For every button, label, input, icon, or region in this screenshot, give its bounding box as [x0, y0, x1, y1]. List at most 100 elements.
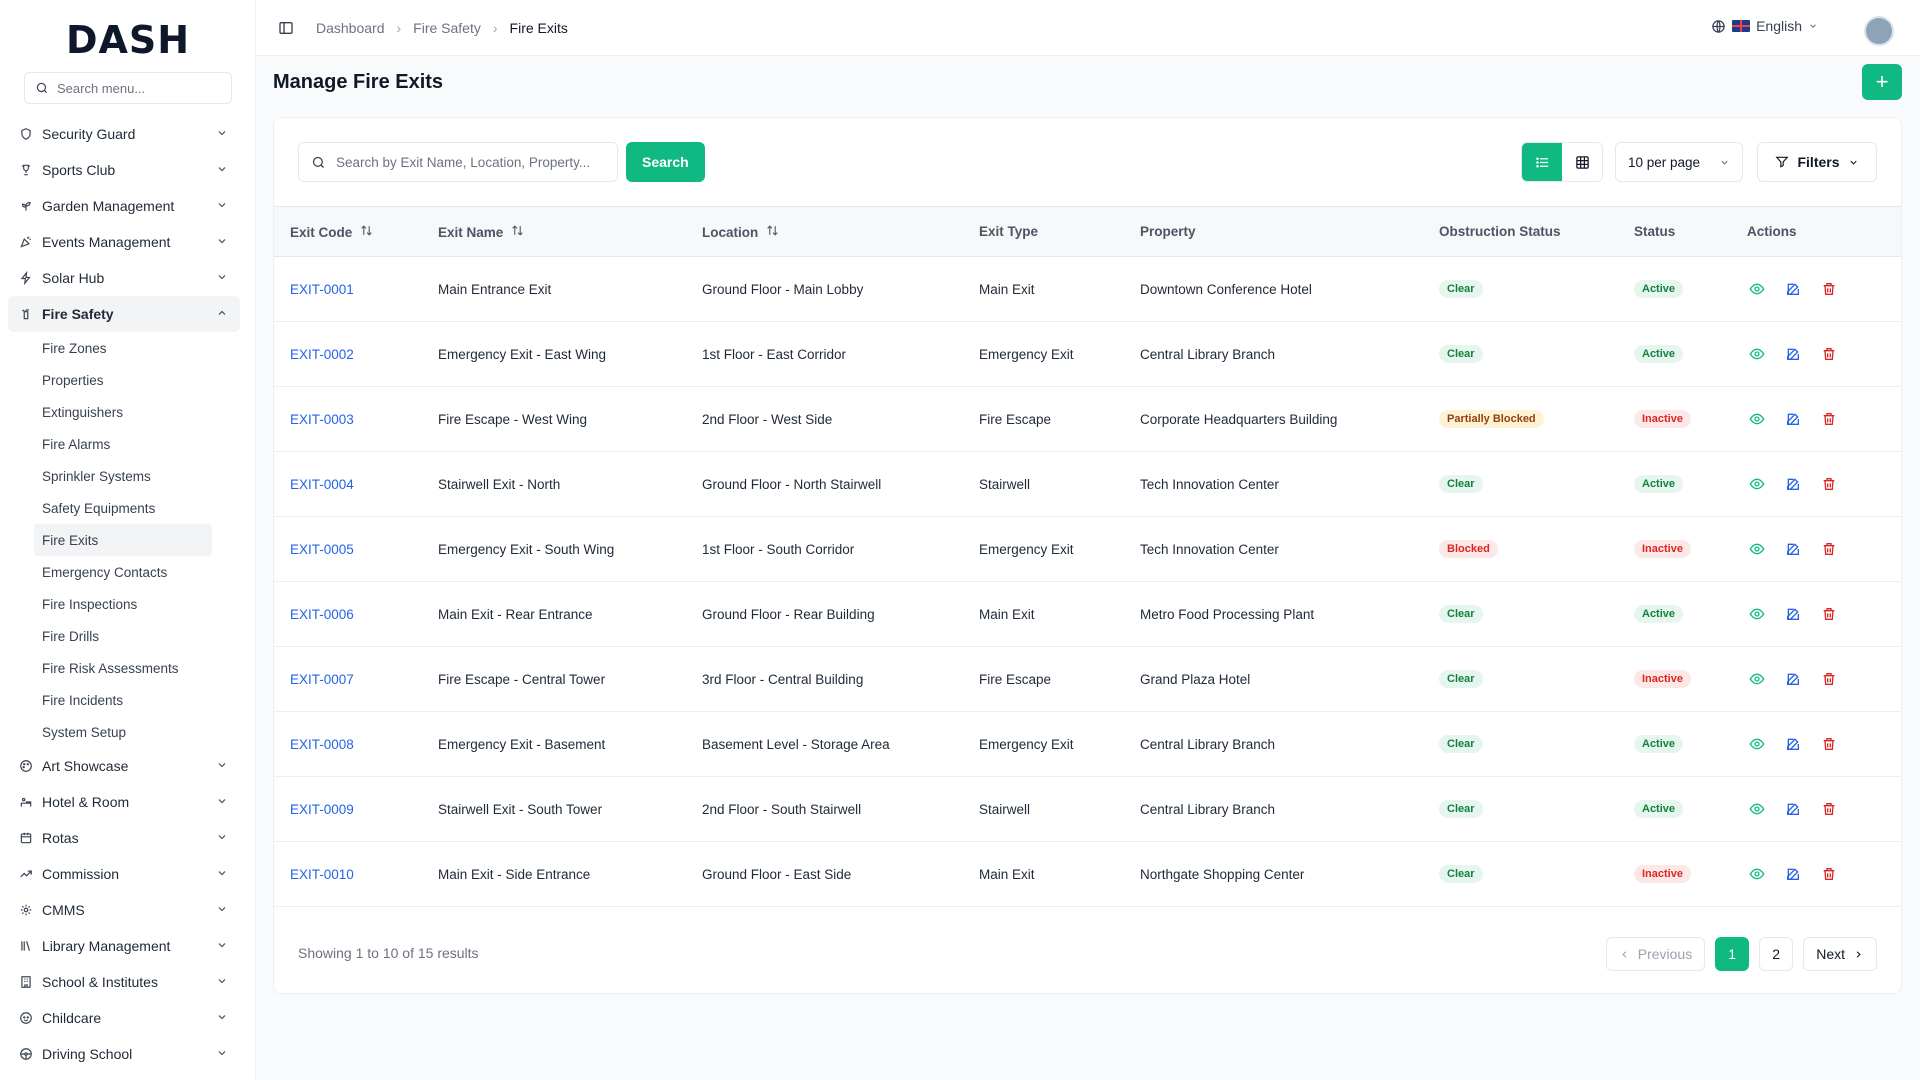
column-header-exit-code[interactable]: Exit Code: [274, 207, 422, 257]
sidebar-item-cmms[interactable]: CMMS: [8, 892, 240, 928]
submenu-item-fire-incidents[interactable]: Fire Incidents: [42, 692, 124, 708]
view-icon[interactable]: [1747, 344, 1767, 364]
property-cell: Tech Innovation Center: [1140, 541, 1279, 557]
view-icon[interactable]: [1747, 539, 1767, 559]
view-icon[interactable]: [1747, 409, 1767, 429]
sidebar-item-art-showcase[interactable]: Art Showcase: [8, 748, 240, 784]
exit-code-link[interactable]: EXIT-0004: [290, 476, 354, 492]
breadcrumb-fire-safety[interactable]: Fire Safety: [413, 19, 481, 36]
edit-icon[interactable]: [1783, 669, 1803, 689]
page-2-button[interactable]: 2: [1759, 937, 1794, 971]
sidebar-item-school-institutes[interactable]: School & Institutes: [8, 964, 240, 1000]
delete-icon[interactable]: [1819, 344, 1839, 364]
edit-icon[interactable]: [1783, 539, 1803, 559]
user-avatar[interactable]: [1864, 16, 1894, 46]
exit-code-link[interactable]: EXIT-0005: [290, 541, 354, 557]
submenu-item-system-setup[interactable]: System Setup: [42, 724, 127, 740]
delete-icon[interactable]: [1819, 539, 1839, 559]
exit-code-link[interactable]: EXIT-0010: [290, 866, 354, 882]
list-view-button[interactable]: [1522, 143, 1562, 181]
sidebar-item-sports-club[interactable]: Sports Club: [8, 152, 240, 188]
sidebar-item-hotel-room[interactable]: Hotel & Room: [8, 784, 240, 820]
sort-icon[interactable]: [766, 224, 779, 240]
delete-icon[interactable]: [1819, 864, 1839, 884]
submenu-item-fire-inspections[interactable]: Fire Inspections: [42, 596, 138, 612]
view-icon[interactable]: [1747, 279, 1767, 299]
exit-code-link[interactable]: EXIT-0008: [290, 736, 354, 752]
delete-icon[interactable]: [1819, 799, 1839, 819]
exit-type-cell: Stairwell: [979, 476, 1031, 492]
exit-code-link[interactable]: EXIT-0003: [290, 411, 354, 427]
page-1-button[interactable]: 1: [1715, 937, 1750, 971]
sidebar-item-library-management[interactable]: Library Management: [8, 928, 240, 964]
sidebar-item-garden-management[interactable]: Garden Management: [8, 188, 240, 224]
exit-code-link[interactable]: EXIT-0007: [290, 671, 354, 687]
delete-icon[interactable]: [1819, 734, 1839, 754]
submenu-item-safety-equipments[interactable]: Safety Equipments: [42, 500, 156, 516]
exit-code-link[interactable]: EXIT-0006: [290, 606, 354, 622]
view-icon[interactable]: [1747, 474, 1767, 494]
edit-icon[interactable]: [1783, 344, 1803, 364]
edit-icon[interactable]: [1783, 864, 1803, 884]
submenu-item-fire-alarms[interactable]: Fire Alarms: [42, 436, 111, 452]
grid-view-button[interactable]: [1562, 143, 1602, 181]
delete-icon[interactable]: [1819, 279, 1839, 299]
chevron-down-icon: [216, 830, 228, 846]
view-icon[interactable]: [1747, 604, 1767, 624]
add-fire-exit-button[interactable]: +: [1862, 64, 1902, 100]
next-page-button[interactable]: Next: [1803, 937, 1877, 971]
submenu-item-extinguishers[interactable]: Extinguishers: [42, 404, 124, 420]
view-icon[interactable]: [1747, 864, 1767, 884]
edit-icon[interactable]: [1783, 279, 1803, 299]
submenu-item-emergency-contacts[interactable]: Emergency Contacts: [42, 564, 168, 580]
exit-code-link[interactable]: EXIT-0009: [290, 801, 354, 817]
breadcrumb-dashboard[interactable]: Dashboard: [316, 19, 385, 36]
language-selector[interactable]: English: [1711, 18, 1824, 34]
filters-label: Filters: [1797, 154, 1840, 170]
view-icon[interactable]: [1747, 799, 1767, 819]
obstruction-cell: Clear: [1423, 777, 1618, 842]
sort-icon[interactable]: [360, 224, 373, 240]
chevron-left-icon: [1622, 950, 1627, 958]
delete-icon[interactable]: [1819, 474, 1839, 494]
filters-button[interactable]: Filters: [1757, 142, 1877, 182]
edit-icon[interactable]: [1783, 409, 1803, 429]
search-field[interactable]: [298, 142, 618, 182]
delete-icon[interactable]: [1819, 604, 1839, 624]
search-menu-input[interactable]: Search menu...: [24, 72, 232, 104]
search-input[interactable]: [336, 154, 606, 170]
view-icon[interactable]: [1747, 669, 1767, 689]
submenu-item-properties[interactable]: Properties: [42, 372, 104, 388]
table-header-row: Exit Code Exit Name Location Exit Type Prope…: [274, 206, 1901, 257]
submenu-item-fire-risk-assessments[interactable]: Fire Risk Assessments: [42, 660, 179, 676]
sidebar-item-driving-school[interactable]: Driving School: [8, 1036, 240, 1072]
sidebar-item-rotas[interactable]: Rotas: [8, 820, 240, 856]
delete-icon[interactable]: [1819, 409, 1839, 429]
submenu-item-fire-zones[interactable]: Fire Zones: [42, 340, 107, 356]
sidebar-item-commission[interactable]: Commission: [8, 856, 240, 892]
obstruction-badge: Partially Blocked: [1439, 410, 1544, 428]
edit-icon[interactable]: [1783, 474, 1803, 494]
delete-icon[interactable]: [1819, 669, 1839, 689]
per-page-select[interactable]: 10 per page: [1615, 142, 1743, 182]
edit-icon[interactable]: [1783, 734, 1803, 754]
sidebar-item-security-guard[interactable]: Security Guard: [8, 116, 240, 152]
submenu-item-fire-exits[interactable]: Fire Exits: [34, 524, 212, 556]
view-icon[interactable]: [1747, 734, 1767, 754]
column-header-location[interactable]: Location: [686, 207, 963, 257]
sidebar-item-events-management[interactable]: Events Management: [8, 224, 240, 260]
column-header-exit-name[interactable]: Exit Name: [422, 207, 686, 257]
sidebar-item-fire-safety[interactable]: Fire Safety: [8, 296, 240, 332]
search-button[interactable]: Search: [626, 142, 705, 182]
sidebar-toggle-button[interactable]: [276, 18, 296, 38]
edit-icon[interactable]: [1783, 604, 1803, 624]
edit-icon[interactable]: [1783, 799, 1803, 819]
previous-page-button[interactable]: Previous: [1605, 937, 1706, 971]
submenu-item-fire-drills[interactable]: Fire Drills: [42, 628, 99, 644]
sidebar-item-childcare[interactable]: Childcare: [8, 1000, 240, 1036]
exit-code-link[interactable]: EXIT-0002: [290, 346, 354, 362]
submenu-item-sprinkler-systems[interactable]: Sprinkler Systems: [42, 468, 151, 484]
sort-icon[interactable]: [511, 224, 524, 240]
exit-code-link[interactable]: EXIT-0001: [290, 281, 354, 297]
sidebar-item-solar-hub[interactable]: Solar Hub: [8, 260, 240, 296]
